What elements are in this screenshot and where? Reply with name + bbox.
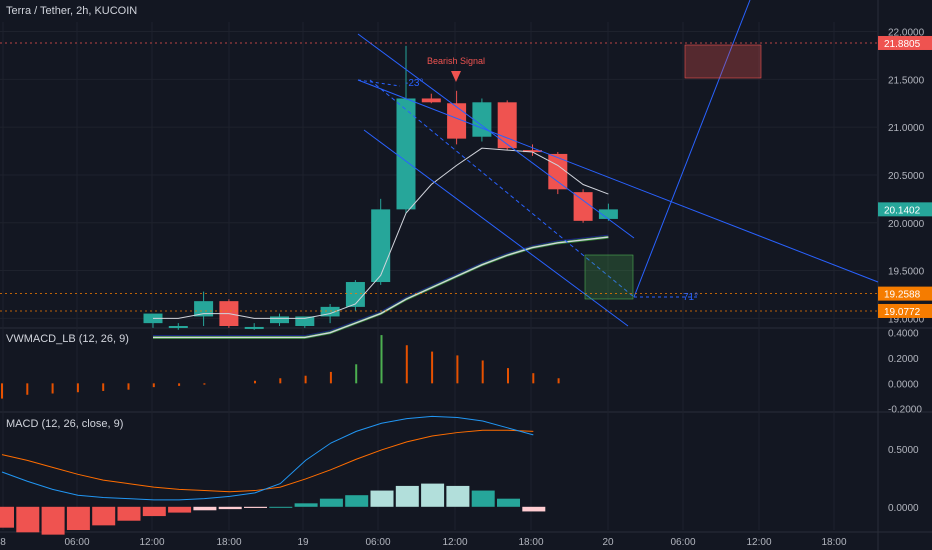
angle-label: 71° — [683, 292, 698, 303]
projection-dashed-line — [369, 79, 635, 298]
y-tick-label: 0.4000 — [888, 329, 919, 340]
candle-body — [371, 209, 391, 283]
macd-histogram-bar — [193, 506, 217, 511]
candle-body — [244, 326, 264, 329]
x-tick-label: 06:00 — [670, 537, 695, 548]
y-tick-label: 21.0000 — [888, 123, 925, 134]
macd-histogram-bar — [421, 483, 445, 507]
y-tick-label: 20.5000 — [888, 171, 925, 182]
candle-body — [447, 103, 467, 139]
chart-title: Terra / Tether, 2h, KUCOIN — [6, 5, 138, 17]
vwmacd-pane-label: VWMACD_LB (12, 26, 9) — [6, 333, 129, 345]
price-tag — [878, 35, 932, 50]
price-tag-label: 19.0772 — [884, 307, 921, 318]
x-tick-label: 18:00 — [216, 537, 241, 548]
slow-ma-line — [153, 236, 609, 339]
macd-histogram-bar — [446, 485, 470, 507]
resistance-zone-box — [684, 44, 762, 79]
candle-body — [421, 98, 441, 103]
macd-histogram-bar — [370, 490, 394, 507]
y-tick-label: 21.5000 — [888, 75, 925, 86]
candle-body — [523, 150, 542, 153]
macd-line — [1, 415, 534, 501]
signal-arrow-icon — [451, 71, 461, 82]
price-tag-label: 20.1402 — [884, 205, 921, 216]
macd-histogram-bar — [168, 506, 192, 513]
candle-body — [345, 282, 365, 307]
macd-histogram-bar — [66, 506, 90, 530]
target-zone-box — [584, 254, 634, 300]
x-tick-label: 12:00 — [139, 537, 164, 548]
candle-body — [295, 316, 315, 326]
price-tag — [878, 303, 932, 318]
price-tag — [878, 286, 932, 301]
candle-body — [168, 326, 188, 328]
candle-body — [548, 153, 568, 190]
angle-ray — [357, 79, 401, 87]
mid-band-line — [153, 234, 609, 337]
macd-histogram-bar — [16, 506, 40, 533]
x-tick-label: 20 — [602, 537, 614, 548]
macd-histogram-bar — [269, 506, 293, 508]
macd-histogram-bar — [0, 506, 14, 528]
candle-body — [270, 316, 289, 324]
y-tick-label: 19.5000 — [888, 267, 925, 278]
macd-histogram-bar — [497, 498, 520, 507]
x-tick-label: 06:00 — [64, 537, 89, 548]
macd-signal-line — [1, 429, 534, 493]
descending-trendline — [357, 79, 879, 283]
price-tag-label: 19.2588 — [884, 290, 921, 301]
macd-histogram-bar — [471, 490, 495, 507]
x-tick-label: 06:00 — [365, 537, 390, 548]
macd-histogram-bar — [218, 506, 242, 510]
macd-histogram-bar — [345, 495, 369, 507]
macd-histogram-bar — [319, 498, 343, 507]
signal-label: Bearish Signal — [427, 56, 485, 66]
y-tick-label: 22.0000 — [888, 28, 925, 39]
macd-histogram-bar — [395, 485, 419, 507]
y-tick-label: 0.0000 — [888, 503, 919, 514]
price-tag — [878, 202, 932, 217]
x-tick-label: 18:00 — [518, 537, 543, 548]
macd-histogram-bar — [117, 506, 141, 521]
price-tag-label: 21.8805 — [884, 39, 921, 50]
x-tick-label: 8 — [0, 537, 6, 548]
macd-histogram-bar — [294, 503, 318, 507]
y-tick-label: -0.2000 — [888, 405, 922, 416]
candle-body — [396, 98, 416, 210]
candle-body — [472, 102, 492, 137]
y-tick-label: 19.0000 — [888, 314, 925, 325]
breakout-projection-line — [633, 0, 751, 298]
candle-body — [320, 306, 340, 317]
macd-histogram-bar — [92, 506, 116, 526]
y-tick-label: 0.0000 — [888, 379, 919, 390]
candle-body — [598, 209, 618, 219]
x-tick-label: 12:00 — [746, 537, 771, 548]
x-tick-label: 12:00 — [442, 537, 467, 548]
candle-body — [573, 192, 593, 221]
y-tick-label: 0.2000 — [888, 354, 919, 365]
macd-histogram-bar — [522, 506, 546, 512]
x-tick-label: 19 — [297, 537, 309, 548]
macd-histogram-bar — [244, 506, 267, 508]
channel-upper-line — [357, 33, 635, 239]
macd-histogram-bar — [41, 506, 65, 535]
y-tick-label: 0.5000 — [888, 445, 919, 456]
channel-lower-line — [363, 129, 629, 327]
x-tick-label: 18:00 — [821, 537, 846, 548]
angle-label: -23° — [405, 78, 423, 89]
macd-histogram-bar — [142, 506, 166, 517]
fast-ma-line — [153, 147, 609, 319]
macd-pane-label: MACD (12, 26, close, 9) — [6, 418, 124, 430]
y-tick-label: 20.0000 — [888, 219, 925, 230]
candle-body — [497, 102, 517, 149]
candle-body — [194, 301, 214, 317]
